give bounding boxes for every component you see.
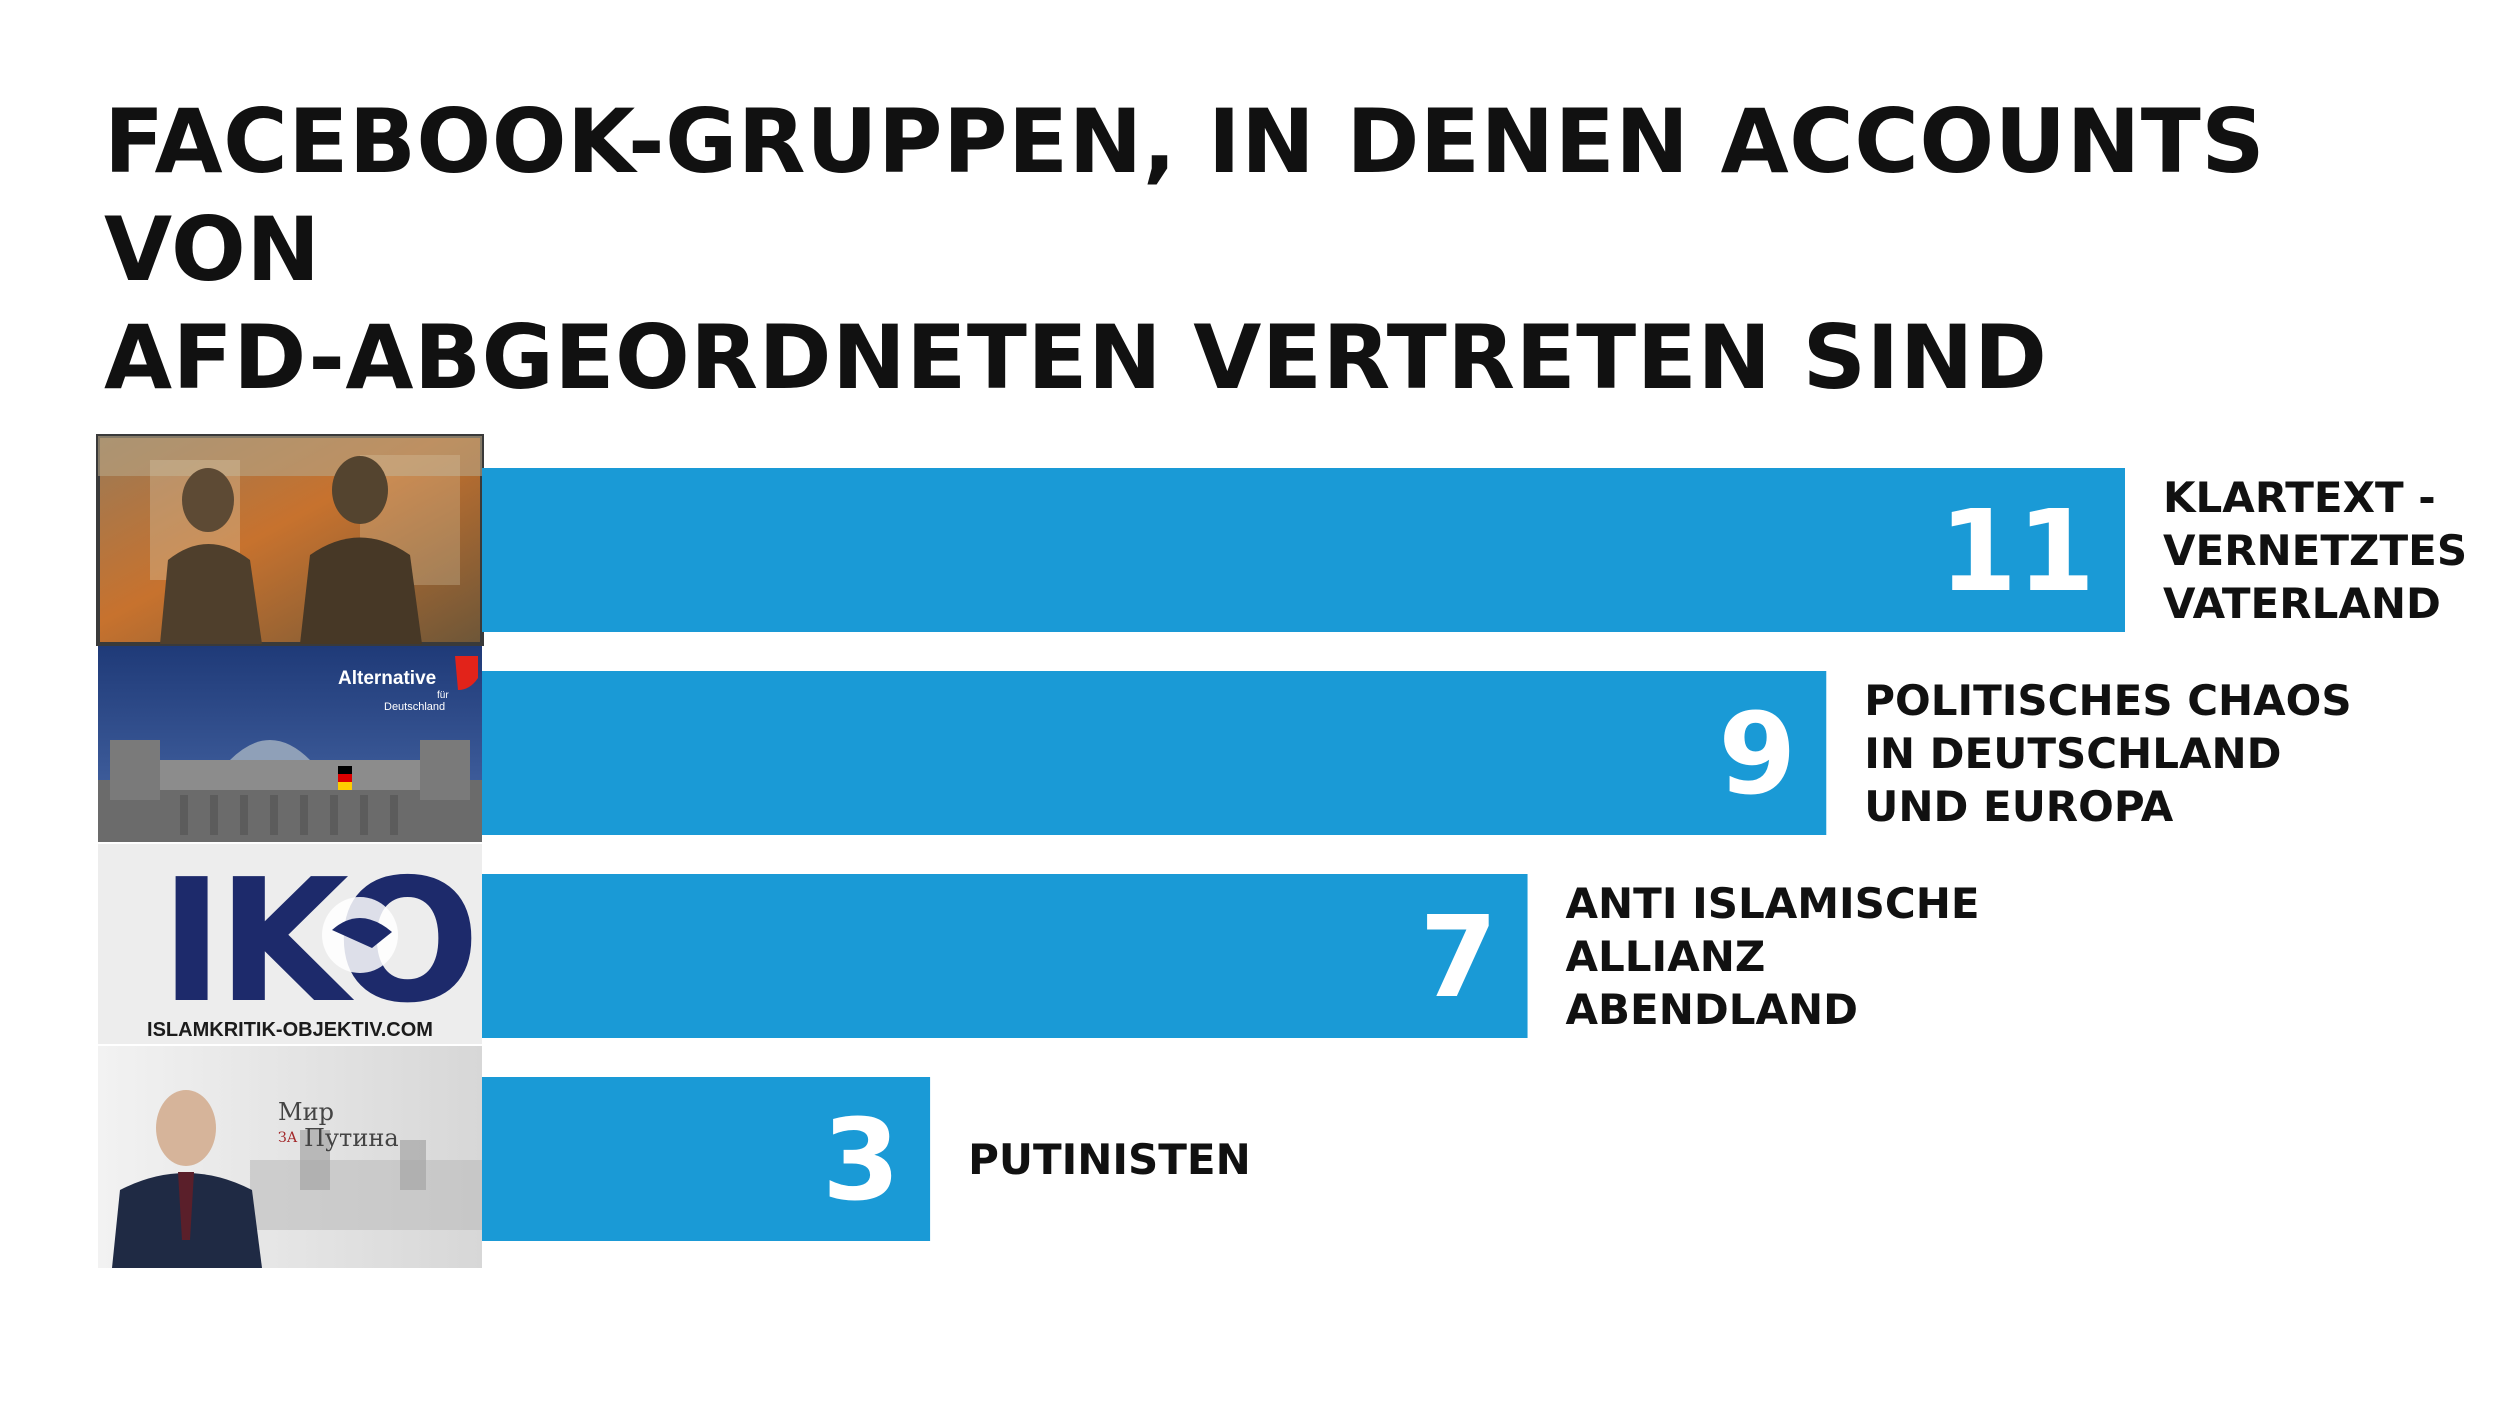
category-label: KLARTEXT - — [2163, 473, 2436, 522]
category-label: ANTI ISLAMISCHE — [1566, 879, 1980, 928]
category-label: IN DEUTSCHLAND — [1864, 729, 2281, 778]
afd-caption: für — [437, 690, 449, 701]
bar-value-label: 11 — [1939, 487, 2095, 617]
chart-title-line: AFD-ABGEORDNETEN VERTRETEN SIND — [104, 306, 2048, 409]
bar-value-label: 7 — [1420, 893, 1498, 1023]
putin-photo-thumbnail: Мир ЗА Путина — [98, 1046, 482, 1268]
iko-caption: ISLAMKRITIK-OBJEKTIV.COM — [147, 1019, 433, 1041]
iko-logo-text: IKO — [160, 843, 474, 1041]
statue-photo-thumbnail — [96, 434, 484, 646]
bar — [482, 874, 1528, 1038]
reichstag-afd-thumbnail: Alternative für Deutschland — [98, 646, 482, 842]
category-label: PUTINISTEN — [968, 1135, 1251, 1184]
bar — [482, 671, 1827, 835]
putin-caption: Путина — [304, 1124, 399, 1152]
bar-value-label: 9 — [1718, 690, 1796, 820]
islamkritik-logo-thumbnail: IKO ISLAMKRITIK-OBJEKTIV.COM — [98, 843, 482, 1044]
category-label: VATERLAND — [2163, 579, 2441, 628]
bar — [482, 1077, 931, 1241]
chart-title: FACEBOOK-GRUPPEN, IN DENEN ACCOUNTS VON … — [104, 88, 2404, 412]
category-label: ALLIANZ — [1566, 932, 1766, 981]
afd-caption: Alternative — [338, 668, 436, 689]
putin-caption: ЗА — [278, 1130, 298, 1146]
category-label: VERNETZTES — [2163, 526, 2467, 575]
bar — [482, 468, 2125, 632]
bar-value-label: 3 — [822, 1096, 900, 1226]
category-label: UND EUROPA — [1864, 782, 2174, 831]
afd-caption: Deutschland — [384, 701, 445, 713]
chart-title-line: FACEBOOK-GRUPPEN, IN DENEN ACCOUNTS VON — [104, 90, 2266, 301]
category-label: ABENDLAND — [1566, 985, 1859, 1034]
putin-caption: Мир — [278, 1098, 334, 1126]
category-label: POLITISCHES CHAOS — [1864, 676, 2351, 725]
